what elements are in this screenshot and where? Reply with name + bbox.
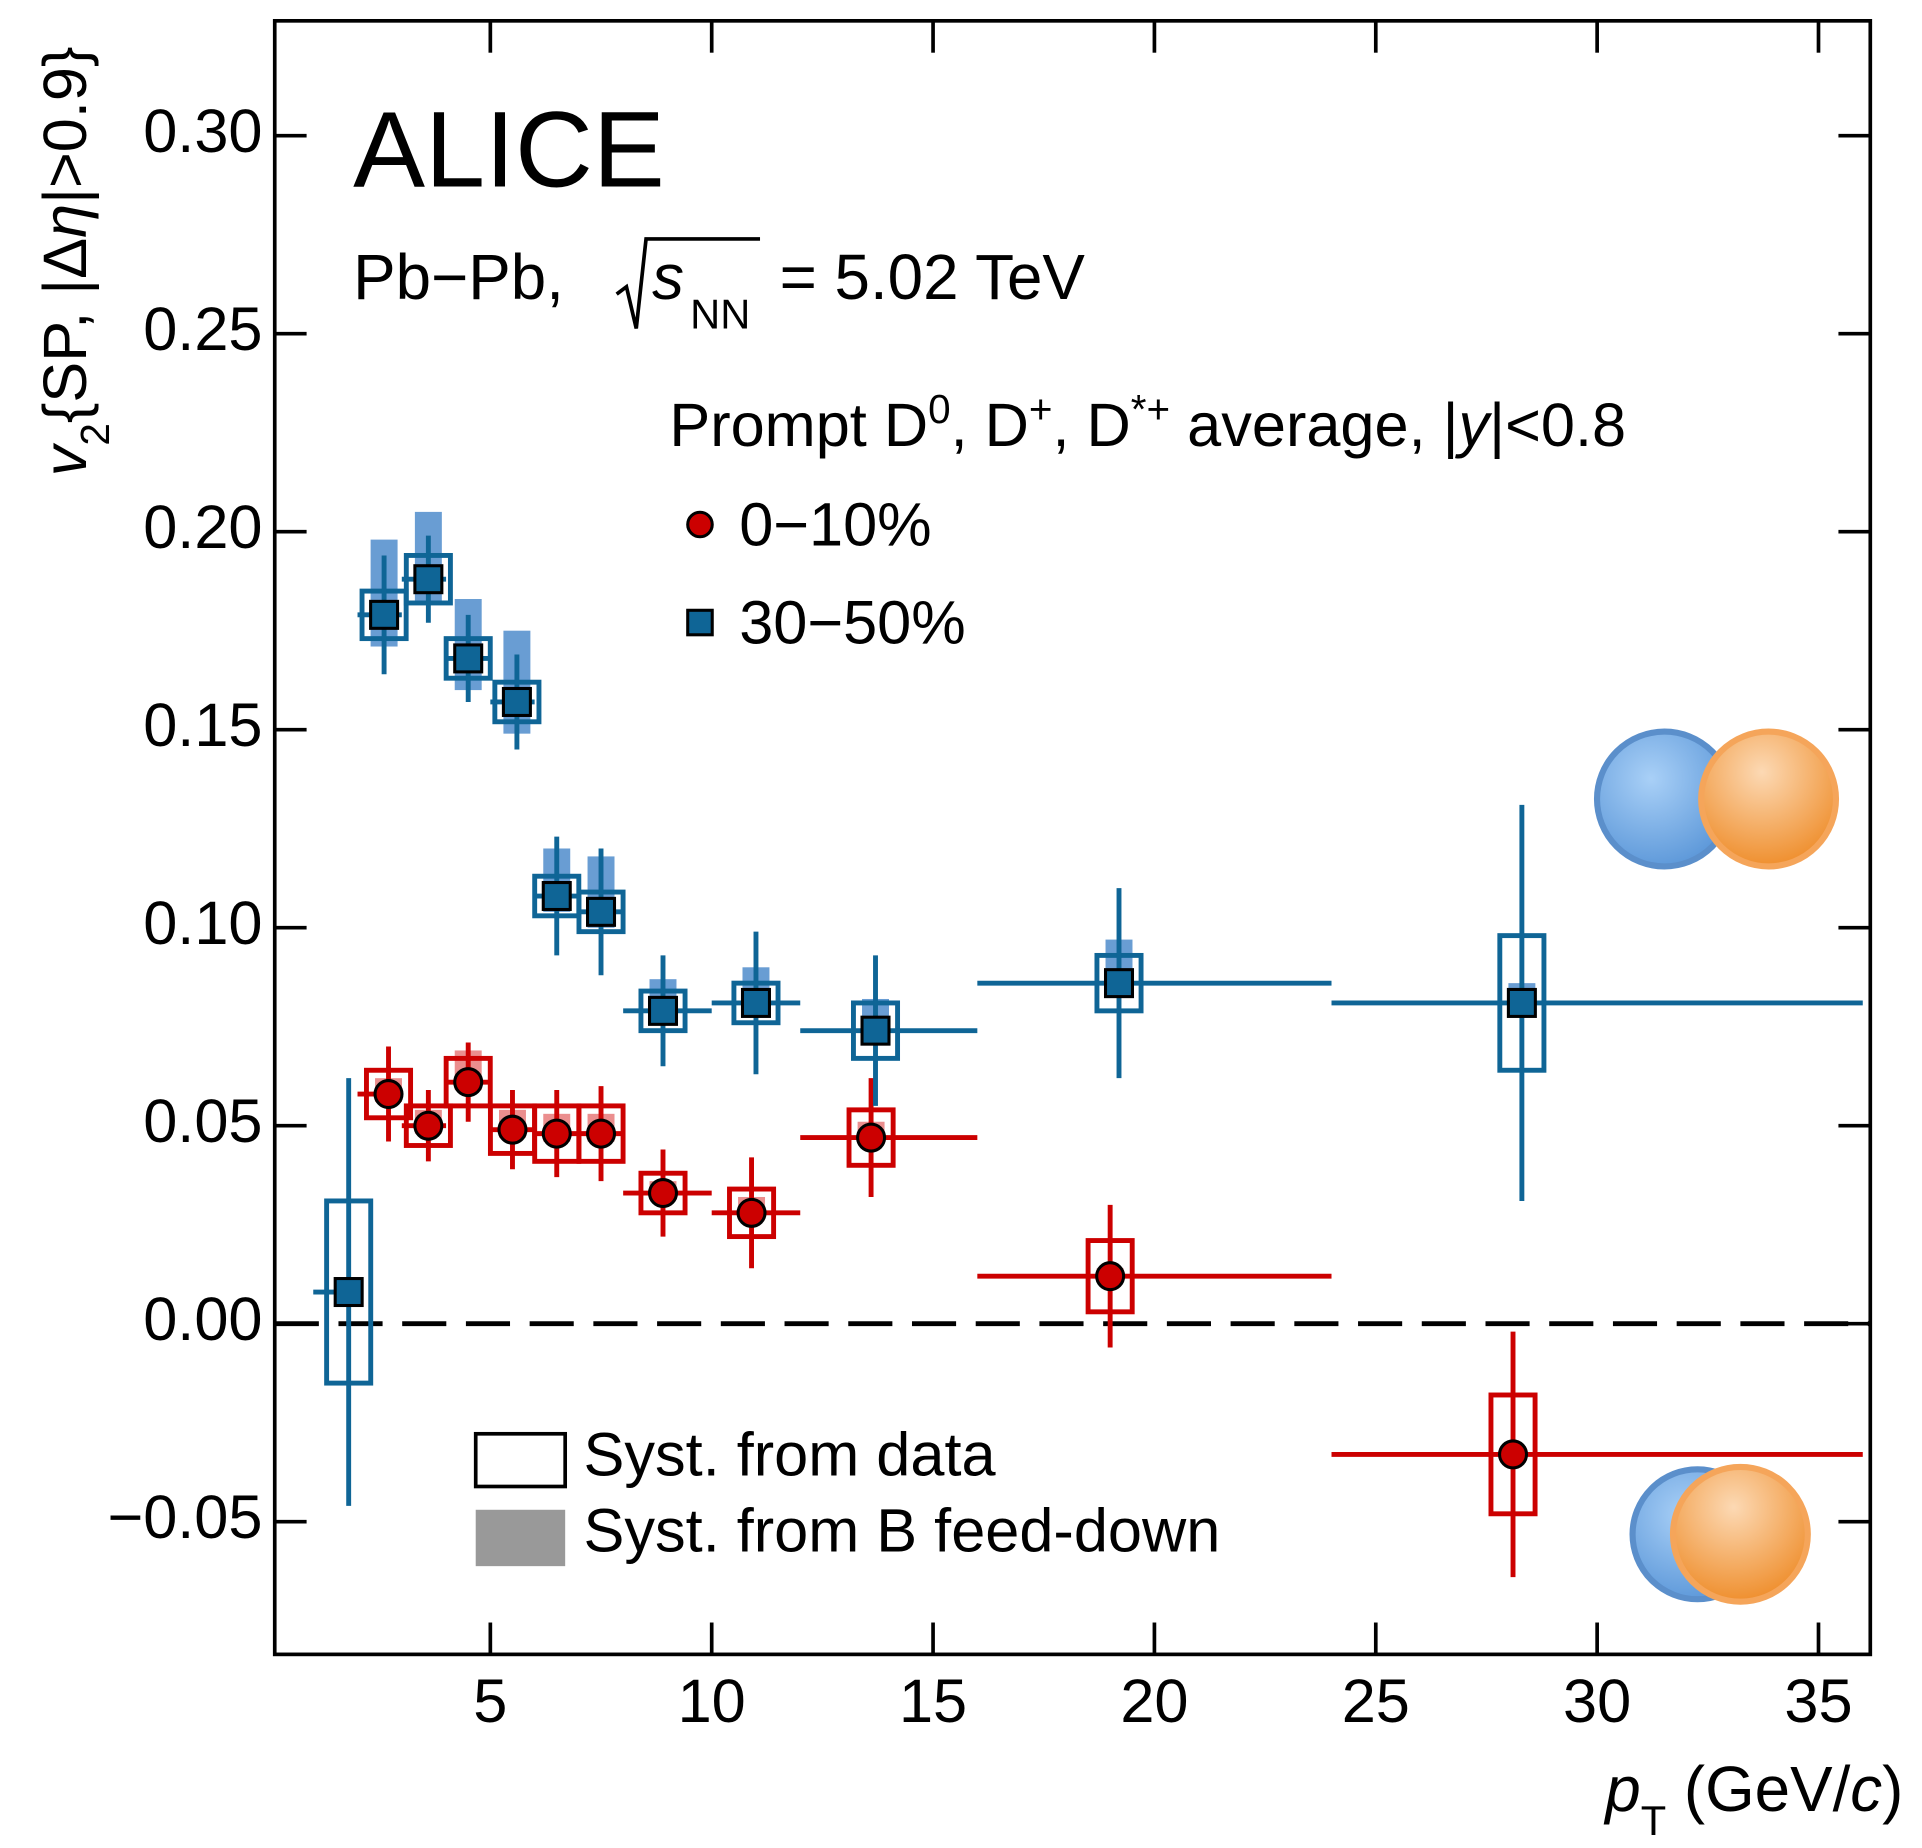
legend-header-part: 0 xyxy=(928,386,951,432)
legend-marker xyxy=(686,510,714,539)
system-label: Pb−Pb, s NN = 5.02 TeV xyxy=(353,237,1086,337)
x-tick-label: 35 xyxy=(1784,1667,1852,1735)
system-text: NN xyxy=(690,290,750,337)
x-tick-label: 15 xyxy=(899,1667,967,1735)
y-tick-label: 0.05 xyxy=(143,1087,262,1155)
marker xyxy=(453,1067,484,1098)
legend-header-part: Prompt D xyxy=(669,391,928,459)
marker xyxy=(369,599,400,630)
marker xyxy=(453,643,484,674)
marker xyxy=(860,1015,891,1046)
legend-header-part: , D xyxy=(951,391,1029,459)
x-tick-label: 20 xyxy=(1120,1667,1188,1735)
legend-label: 30−50% xyxy=(739,588,966,656)
collision-icon-peripheral xyxy=(1593,728,1840,870)
experiment-label: ALICE xyxy=(353,88,665,209)
x-tick-label: 10 xyxy=(678,1667,746,1735)
y-label-part: v xyxy=(31,442,99,476)
system-text: = 5.02 TeV xyxy=(780,241,1086,313)
marker xyxy=(413,564,444,595)
x-label-part: p xyxy=(1603,1753,1640,1825)
system-text: s xyxy=(652,241,684,313)
marker xyxy=(497,1114,528,1145)
collision-icon-central xyxy=(1629,1463,1811,1605)
marker xyxy=(736,1197,767,1228)
x-axis-label: pT (GeV/c) xyxy=(1603,1753,1903,1844)
legend-label: 0−10% xyxy=(739,490,931,558)
x-label-part: c xyxy=(1850,1753,1882,1825)
y-tick-label: 0.25 xyxy=(143,295,262,363)
marker xyxy=(413,1110,444,1141)
legend-header-part: y xyxy=(1455,391,1493,459)
legend-label: Syst. from data xyxy=(584,1420,997,1488)
legend-syst-data-swatch xyxy=(473,1431,568,1489)
marker xyxy=(333,1277,364,1308)
marker xyxy=(1498,1439,1529,1470)
x-label-part: (GeV/ xyxy=(1666,1753,1850,1825)
legend-header-part: , D xyxy=(1052,391,1130,459)
y-tick-label: 0.00 xyxy=(143,1285,262,1353)
marker xyxy=(1103,968,1135,999)
legend-header-part: |<0.8 xyxy=(1489,391,1626,459)
y-label-part: |>0.9} xyxy=(31,47,99,204)
marker xyxy=(1506,987,1537,1018)
sqrt-sign xyxy=(615,237,761,329)
y-label-part: η xyxy=(31,204,99,238)
y-tick-label: 0.15 xyxy=(143,691,262,759)
system-text: Pb−Pb, xyxy=(353,241,564,313)
y-axis-label: v2{SP, |Δη|>0.9} xyxy=(31,47,118,477)
y-tick-label: 0.30 xyxy=(143,97,262,165)
y-tick-label: 0.20 xyxy=(143,493,262,561)
marker xyxy=(541,1118,572,1149)
legend-label: Syst. from B feed-down xyxy=(584,1496,1221,1564)
marker xyxy=(647,1178,679,1209)
plot-frame xyxy=(272,18,1873,1657)
x-label-part: ) xyxy=(1882,1753,1903,1825)
marker xyxy=(647,995,679,1026)
marker xyxy=(373,1079,404,1110)
legend-syst-fd-swatch xyxy=(475,1509,566,1567)
x-tick-label: 5 xyxy=(473,1667,507,1735)
x-tick-label: 25 xyxy=(1342,1667,1410,1735)
y-tick-label: −0.05 xyxy=(107,1483,262,1551)
y-tick-label: 0.10 xyxy=(143,889,262,957)
marker xyxy=(586,1118,617,1149)
legend-marker xyxy=(686,608,714,637)
marker xyxy=(856,1122,887,1153)
y-label-part: {SP, |Δ xyxy=(31,238,99,423)
x-label-part: T xyxy=(1641,1797,1666,1844)
legend-header: Prompt D0, D+, D*+ average, |y|<0.8 xyxy=(669,386,1626,459)
x-tick-label: 30 xyxy=(1563,1667,1631,1735)
legend-header-part: *+ xyxy=(1131,386,1170,432)
legend-header-part: average, | xyxy=(1170,391,1458,459)
marker xyxy=(586,896,617,927)
marker xyxy=(541,881,572,912)
y-label-part: 2 xyxy=(72,423,118,446)
marker xyxy=(501,686,532,717)
marker xyxy=(740,987,771,1018)
marker xyxy=(1095,1261,1126,1292)
legend-header-part: + xyxy=(1029,386,1053,432)
